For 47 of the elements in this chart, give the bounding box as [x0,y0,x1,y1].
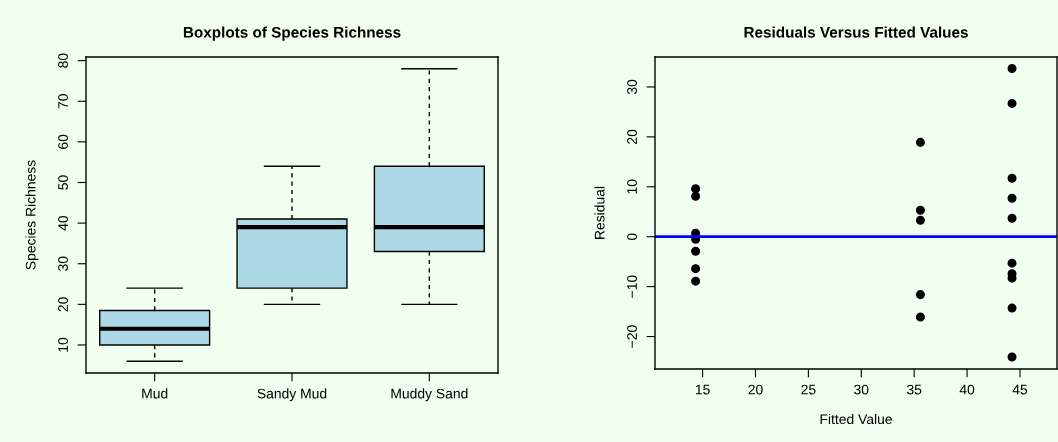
x-tick-label: Mud [142,388,168,399]
chart-title: Residuals Versus Fitted Values [744,26,968,38]
point [1007,173,1017,183]
x-tick-label: 20 [748,384,763,395]
y-tick-label: 30 [58,256,68,271]
point [1007,63,1017,73]
y-axis-title: Residual [594,186,605,239]
y-axis-title: Species Richness [25,160,39,270]
x-tick-label: 30 [854,384,869,395]
x-tick-label: Sandy Mud [257,388,327,402]
point [915,215,925,225]
x-tick-label: 35 [906,384,922,395]
y-tick-label: −10 [627,275,637,298]
y-tick-label: 20 [58,297,68,312]
y-tick-label: 60 [58,134,68,149]
point [1007,303,1017,313]
point [915,205,925,215]
y-tick-label: 20 [627,129,637,144]
y-tick-label: 80 [58,53,68,68]
y-tick-label: 10 [627,179,637,194]
point [1007,352,1017,362]
point [691,184,701,194]
y-tick-label: −20 [627,325,637,348]
point [691,246,701,256]
point [1007,193,1017,203]
x-tick-label: 25 [801,384,816,395]
x-tick-label: 45 [1012,384,1028,395]
y-tick-label: 70 [58,94,68,109]
x-tick-label: 15 [695,384,710,395]
point [915,312,925,322]
point [915,290,925,300]
point [1007,98,1017,108]
point [1007,258,1017,268]
y-tick-label: 40 [58,215,68,231]
point [691,264,701,274]
x-axis-title: Fitted Value [820,413,892,425]
point [915,137,925,147]
x-tick-label: Muddy Sand [391,388,468,402]
y-tick-label: 10 [58,337,68,352]
y-tick-label: 0 [627,233,637,241]
y-tick-label: 50 [58,175,68,190]
y-tick-label: 30 [627,79,637,95]
point [1007,213,1017,223]
point [691,191,701,201]
point [691,276,701,286]
chart-title: Boxplots of Species Richness [183,26,401,41]
x-tick-label: 40 [959,384,975,395]
